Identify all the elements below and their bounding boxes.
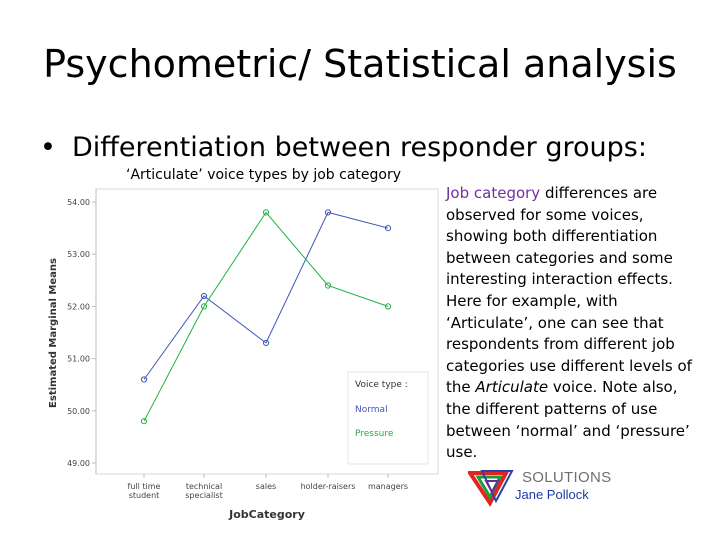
data-point-normal [140,376,148,383]
logo-triangle-red [468,471,510,507]
y-tick-label: 54.00 [67,198,90,207]
series-line-normal [143,211,389,380]
y-axis-ticks: 49.00 50.00 51.00 52.00 53.00 54.00 [67,198,96,468]
body-text-emphasis: Articulate [475,378,549,397]
body-text: Job category differences are observed fo… [446,183,706,464]
data-point-pressure [262,209,270,216]
legend: Voice type : Normal Pressure [347,371,429,465]
solutions-logo-icon [468,470,514,507]
x-tick-label: full time [128,482,161,491]
legend-entry-pressure: Pressure [355,429,394,439]
body-text-run: differences are observed for some voices… [446,184,692,397]
data-point-normal [262,339,270,346]
y-tick-label: 52.00 [67,302,90,311]
bullet-text: Differentiation between responder groups… [71,132,647,163]
x-axis-label: JobCategory [228,508,305,521]
series-line-pressure [143,211,389,422]
y-tick-label: 53.00 [67,250,90,259]
x-tick-label: managers [368,482,408,491]
data-point-pressure [324,282,332,289]
bullet-marker: • [40,132,56,163]
series-layer [140,209,392,425]
data-point-pressure [200,303,208,310]
x-tick-label: specialist [185,491,222,500]
logo-name: SOLUTIONS [522,469,612,486]
bullet-point: • Differentiation between responder group… [40,132,647,163]
logo-author: Jane Pollock [515,487,589,502]
chart-title: ‘Articulate’ voice types by job category [126,167,402,183]
x-tick-label: student [129,491,160,500]
legend-title: Voice type : [355,380,408,390]
data-point-normal [324,209,332,216]
data-point-normal [384,225,392,232]
logo-triangle-purple [484,480,500,495]
data-point-pressure [140,418,148,425]
legend-entry-normal: Normal [355,405,388,415]
y-tick-label: 50.00 [67,407,90,416]
data-point-normal [200,292,208,300]
x-tick-label: sales [256,482,276,491]
slide-title: Psychometric/ Statistical analysis [43,42,677,86]
y-tick-label: 51.00 [67,355,90,364]
x-tick-label: technical [186,482,222,491]
body-text-run: voice. Note also, the different patterns… [446,378,690,462]
y-axis-label: Estimated Marginal Means [48,258,59,408]
legend-box [347,371,429,465]
x-tick-label: holder-raisers [301,482,356,491]
body-text-keyword: Job category [446,184,541,202]
data-point-pressure [384,303,392,310]
y-tick-label: 49.00 [67,459,90,468]
